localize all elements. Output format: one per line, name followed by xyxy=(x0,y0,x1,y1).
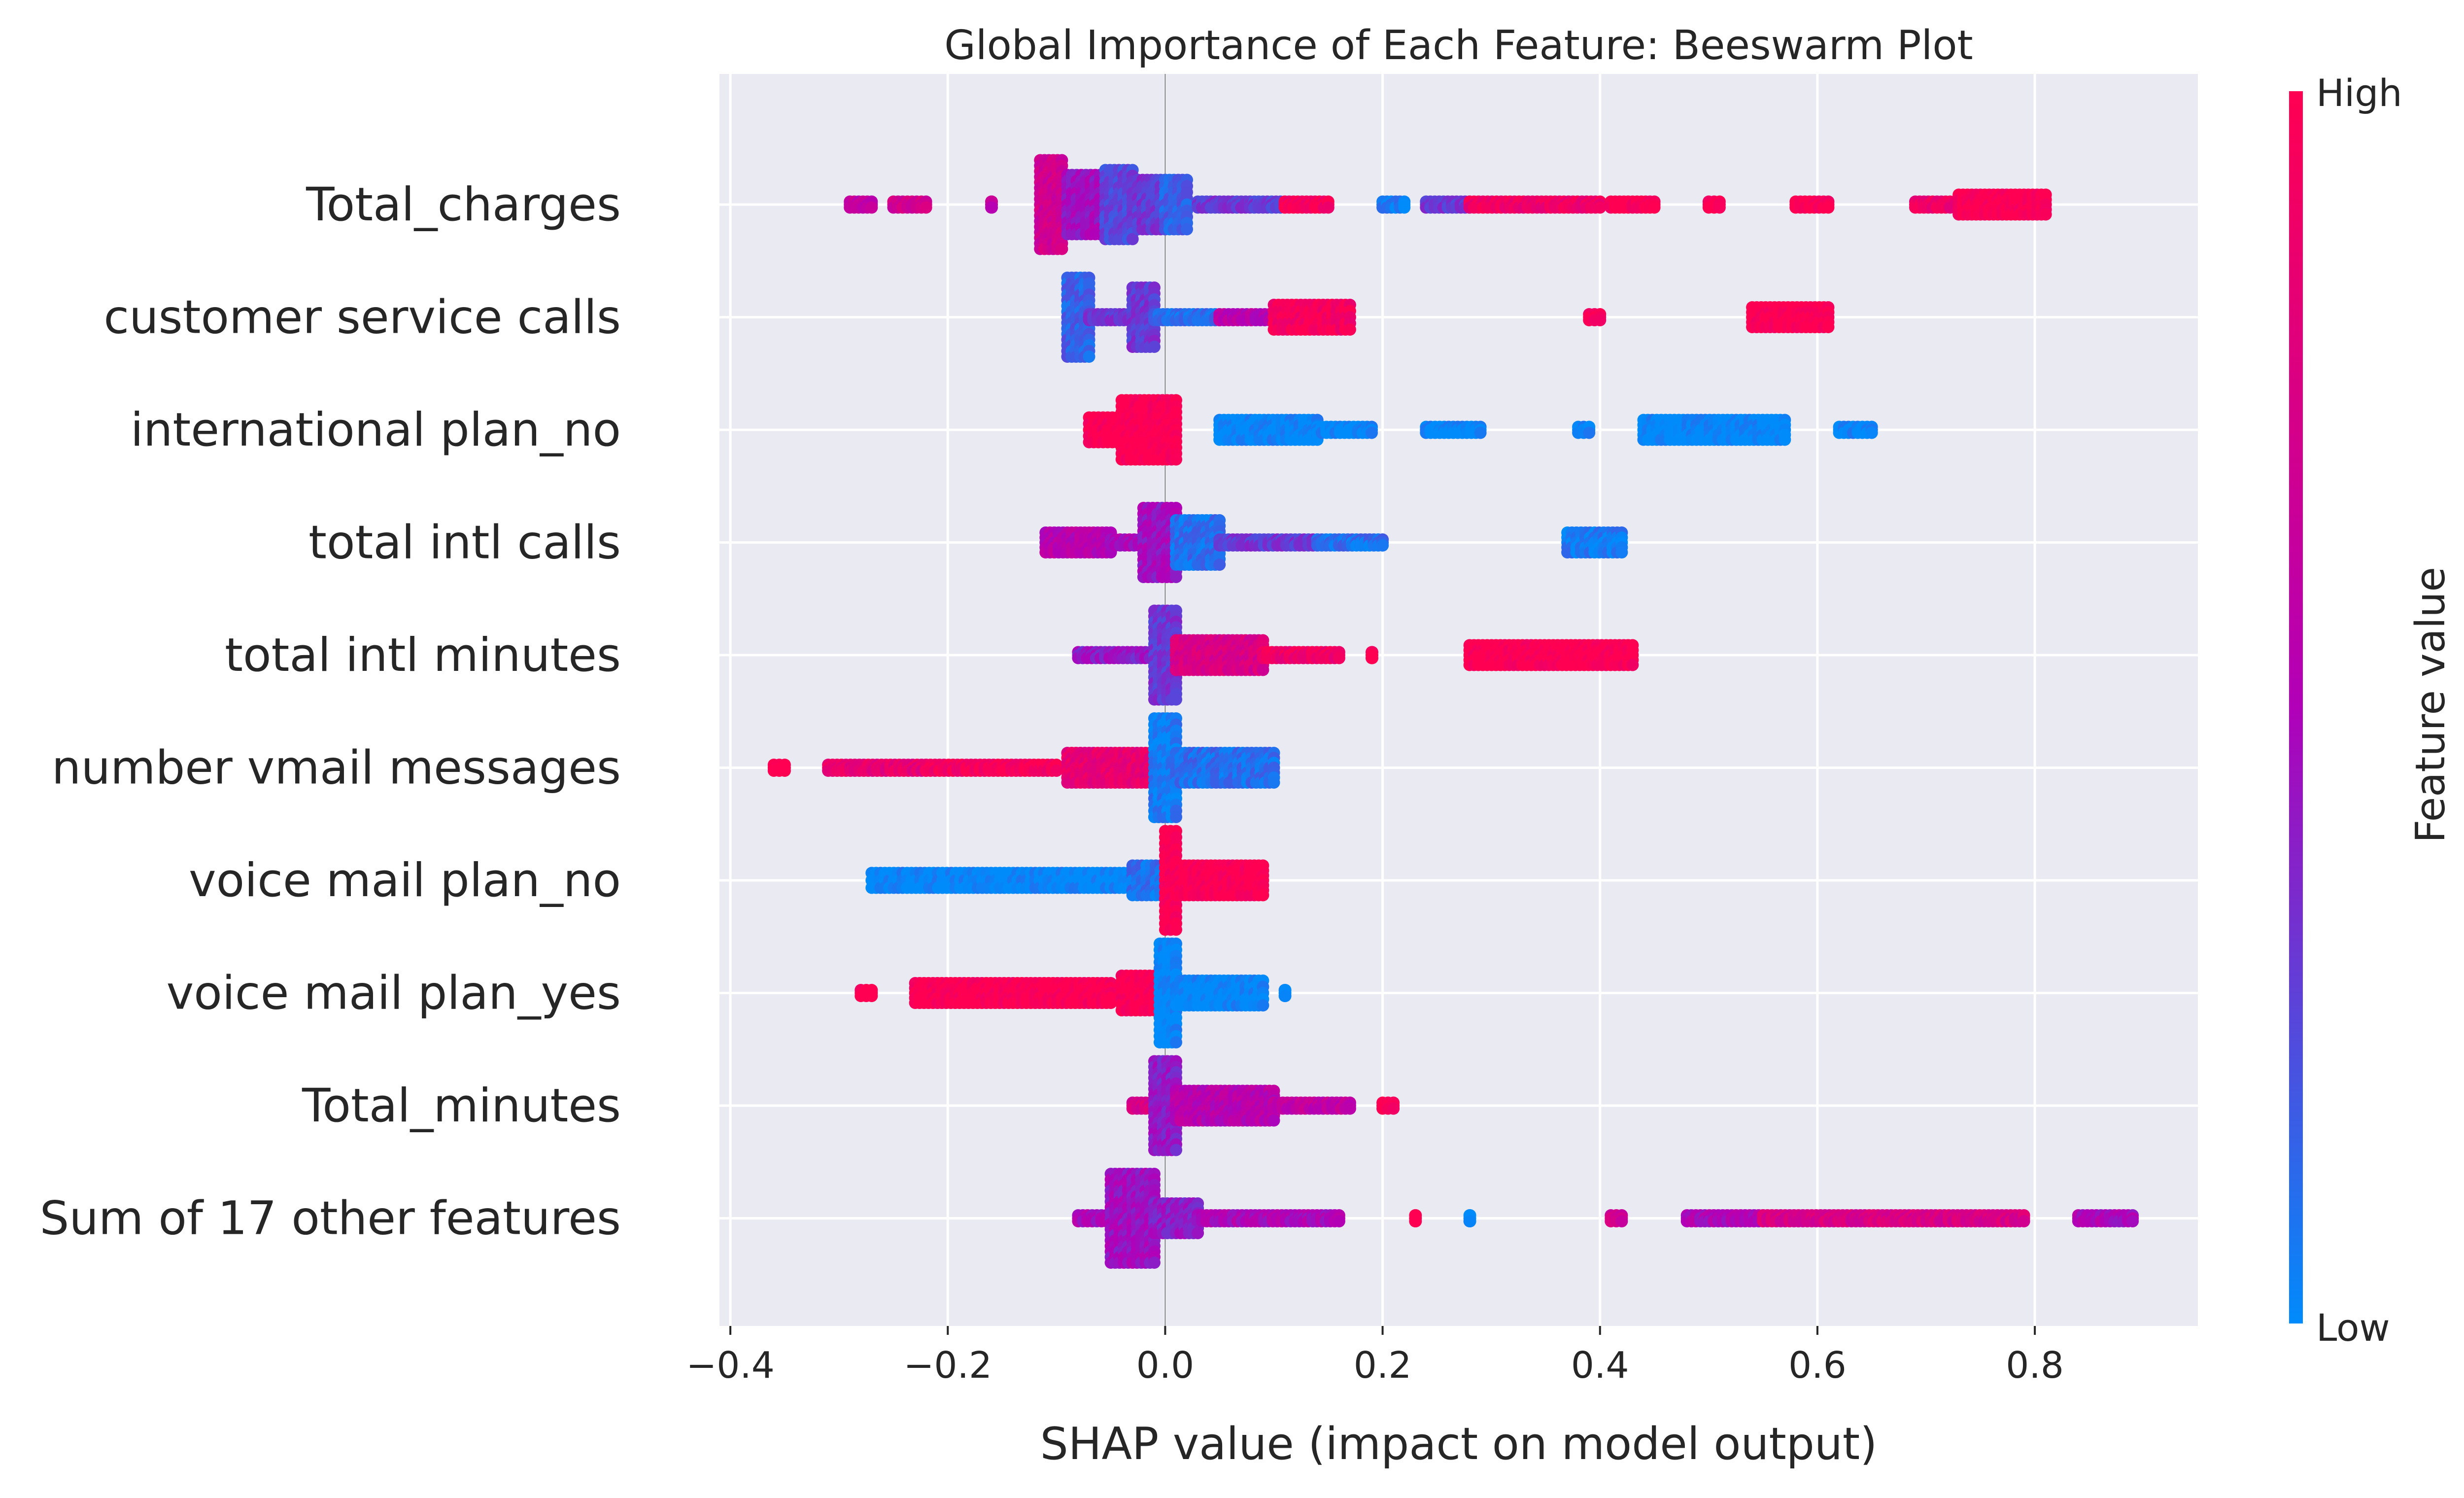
shap-point xyxy=(1170,694,1182,706)
shap-point xyxy=(1050,765,1062,777)
shap-point xyxy=(1279,990,1292,1002)
shap-point xyxy=(865,990,878,1002)
shap-point xyxy=(1387,1103,1400,1115)
shap-point xyxy=(1344,1103,1356,1115)
shap-point xyxy=(1583,427,1595,439)
shap-point xyxy=(1181,223,1193,236)
shap-point xyxy=(1822,321,1835,333)
shap-point xyxy=(1615,546,1628,558)
plot-area xyxy=(719,74,2198,1326)
shap-point xyxy=(1376,539,1389,552)
shap-point xyxy=(1822,202,1835,214)
shap-point xyxy=(986,202,998,214)
shap-point xyxy=(865,202,878,214)
shap-point xyxy=(1257,999,1269,1011)
shap-point xyxy=(1148,341,1161,353)
shap-point xyxy=(1779,434,1791,446)
shap-point xyxy=(1713,202,1726,214)
shap-point xyxy=(1170,453,1182,466)
shap-point xyxy=(1648,202,1661,214)
shap-point xyxy=(1366,427,1378,439)
shap-point xyxy=(1213,558,1226,571)
shap-point xyxy=(1398,202,1410,214)
shap-point xyxy=(1105,997,1117,1009)
shap-point xyxy=(1268,1115,1280,1127)
shap-point xyxy=(1333,652,1345,664)
shap-point xyxy=(1594,202,1606,214)
shap-point xyxy=(1866,427,1878,439)
shap-point xyxy=(1257,664,1269,676)
shap-point xyxy=(1366,652,1378,664)
shap-point xyxy=(779,765,791,777)
shap-point xyxy=(1474,427,1487,439)
shap-point xyxy=(1268,776,1280,789)
shap-point xyxy=(1594,314,1606,326)
shap-point xyxy=(1344,323,1356,336)
shap-point xyxy=(1170,1144,1182,1156)
shap-point xyxy=(920,202,932,214)
shap-point xyxy=(2040,209,2052,221)
shap-point xyxy=(1170,571,1182,583)
shap-point xyxy=(1170,924,1182,936)
shap-point xyxy=(1626,659,1639,671)
shap-point xyxy=(1083,350,1095,363)
shap-point xyxy=(1170,1036,1182,1048)
shap-point xyxy=(1257,889,1269,902)
shap-point xyxy=(1056,243,1068,255)
shap-point xyxy=(1322,202,1335,214)
shap-point xyxy=(1170,811,1182,823)
